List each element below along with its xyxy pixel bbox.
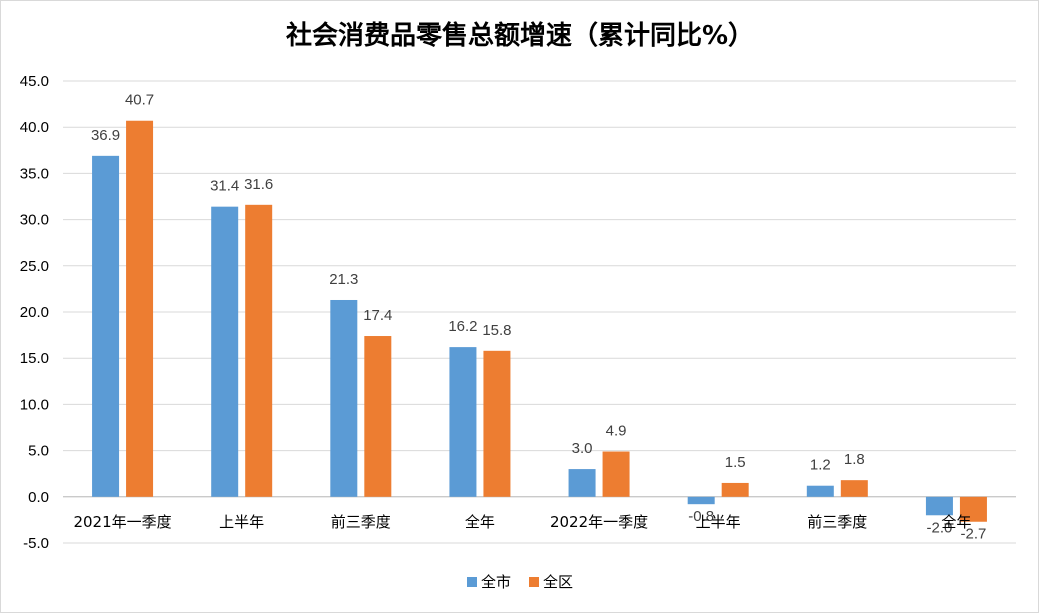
data-label: 15.8 [482,322,511,339]
category-label: 全年 [941,513,971,531]
data-label: 31.6 [244,176,273,193]
bar-quanshi [449,347,477,497]
bar-quanqu [245,204,273,497]
data-label: 16.2 [448,318,477,335]
y-tick-label: -5.0 [23,535,49,552]
legend-swatch [529,577,539,587]
bar-quanqu [840,480,868,497]
data-label: 1.5 [725,454,746,471]
bar-quanshi [925,496,953,516]
category-label: 2022年一季度 [550,513,648,531]
legend-swatch [467,577,477,587]
data-label: 4.9 [606,423,627,440]
bar-quanshi [211,206,239,497]
bar-quanqu [959,496,987,522]
data-label: 3.0 [572,440,593,457]
bar-quanqu [602,451,630,497]
bar-quanshi [92,155,120,497]
data-label: 1.2 [810,457,831,474]
category-label: 上半年 [696,513,741,531]
bar-quanshi [687,496,715,505]
y-tick-label: 0.0 [28,489,49,506]
bars [92,120,987,522]
data-label: 40.7 [125,92,154,109]
legend-label: 全市 [481,573,511,591]
bar-quanshi [806,485,834,497]
y-axis-ticks: -5.0 0.0 5.0 10.0 15.0 20.0 25.0 30.0 35.0 40.0 45… [20,73,49,552]
category-label: 前三季度 [331,513,391,531]
bar-quanqu [364,336,392,497]
y-tick-label: 20.0 [20,304,49,321]
bar-quanqu [483,350,511,497]
category-label: 上半年 [219,513,264,531]
y-tick-label: 30.0 [20,212,49,229]
category-labels: 2021年一季度 上半年 前三季度 全年 2022年一季度 上半年 前三季度 全年 [73,513,971,531]
data-label: -2.7 [961,526,987,543]
bar-quanqu [126,120,154,497]
data-label: 36.9 [91,127,120,144]
y-tick-label: 35.0 [20,165,49,182]
data-label: 21.3 [329,271,358,288]
y-tick-label: 25.0 [20,258,49,275]
y-tick-label: 40.0 [20,119,49,136]
legend-label: 全区 [543,573,573,591]
data-labels: 36.9 40.7 31.4 31.6 21.3 17.4 16.2 15.8 3.0 4.9 -0… [91,92,986,543]
data-label: 17.4 [363,307,392,324]
bar-quanshi [330,299,358,497]
bar-quanqu [721,482,749,497]
chart-title: 社会消费品零售总额增速（累计同比%） [286,20,754,51]
data-label: 1.8 [844,451,865,468]
y-tick-label: 45.0 [20,73,49,90]
legend: 全市 全区 [467,573,573,591]
category-label: 2021年一季度 [73,513,171,531]
y-tick-label: 5.0 [28,443,49,460]
data-label: 31.4 [210,178,239,195]
y-tick-label: 15.0 [20,350,49,367]
gridlines [63,80,1016,544]
y-tick-label: 10.0 [20,396,49,413]
category-label: 全年 [465,513,495,531]
data-label: -2.0 [927,519,953,536]
bar-quanshi [568,469,596,497]
data-label: -0.8 [688,508,714,525]
category-label: 前三季度 [807,513,867,531]
